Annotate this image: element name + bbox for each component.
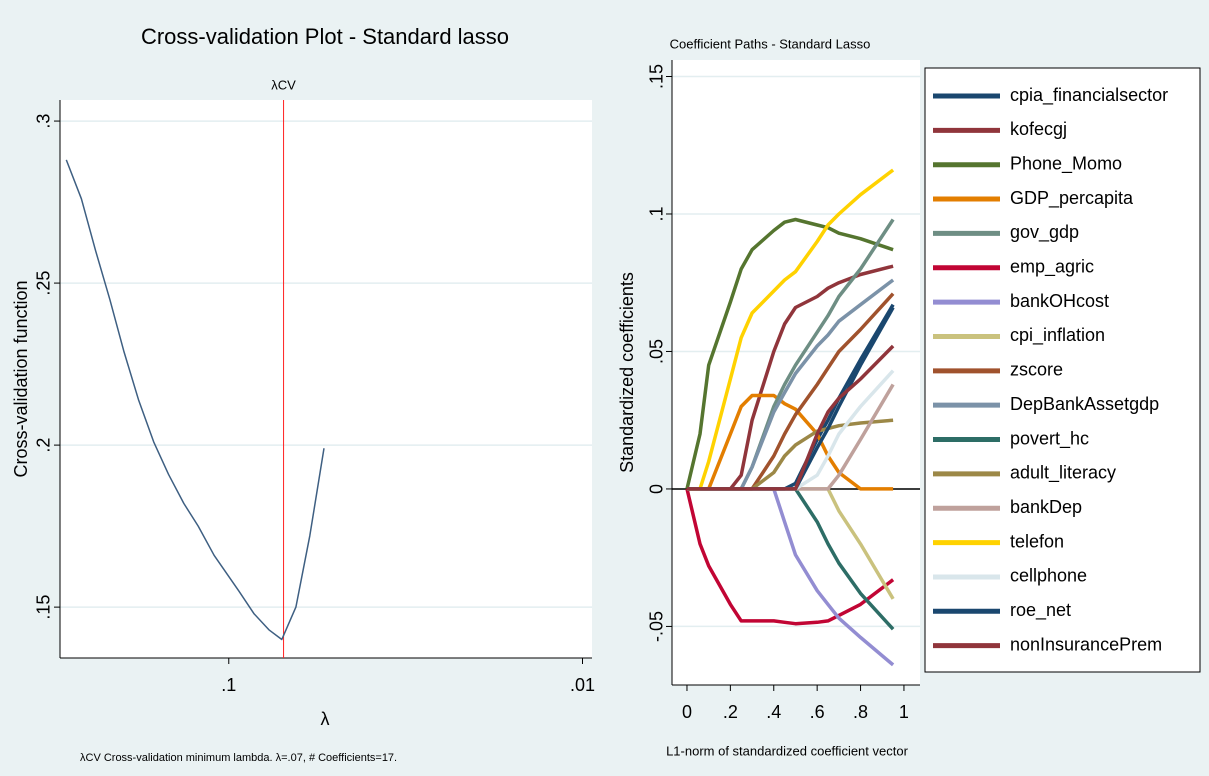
legend-label: bankOHcost <box>1010 291 1109 311</box>
y-tick-label: .25 <box>34 271 54 296</box>
x-tick-label: 0 <box>682 702 692 722</box>
legend-label: DepBankAssetgdp <box>1010 394 1159 414</box>
legend-label: Phone_Momo <box>1010 153 1122 174</box>
x-axis-title: λ <box>321 709 330 729</box>
legend-label: roe_net <box>1010 600 1071 621</box>
legend-label: gov_gdp <box>1010 222 1079 243</box>
line-series <box>685 217 894 490</box>
legend-label: nonInsurancePrem <box>1010 634 1162 654</box>
y-tick-label: 0 <box>647 484 667 494</box>
y-tick-label: .15 <box>34 595 54 620</box>
x-tick-label: .01 <box>570 675 595 695</box>
legend-label: GDP_percapita <box>1010 188 1134 209</box>
x-tick-label: 1 <box>899 702 909 722</box>
legend-label: kofecgj <box>1010 119 1067 139</box>
legend-label: cpia_financialsector <box>1010 85 1168 106</box>
x-tick-label: .1 <box>221 675 236 695</box>
plot-area <box>60 100 592 658</box>
y-tick-label: .1 <box>647 206 667 221</box>
legend-label: zscore <box>1010 360 1063 380</box>
line-series <box>687 168 895 491</box>
legend-label: telefon <box>1010 531 1064 551</box>
legend-label: adult_literacy <box>1010 463 1116 484</box>
x-tick-label: .8 <box>853 702 868 722</box>
y-axis-title: Cross-validation function <box>11 280 31 477</box>
x-tick-label: .6 <box>810 702 825 722</box>
legend-label: povert_hc <box>1010 428 1089 449</box>
y-tick-label: .15 <box>647 64 667 89</box>
chart-title: Cross-validation Plot - Standard lasso <box>141 24 509 49</box>
y-tick-label: .05 <box>647 339 667 364</box>
y-tick-label: -.05 <box>647 611 667 642</box>
line-series <box>687 344 895 491</box>
x-tick-label: .2 <box>723 702 738 722</box>
y-tick-label: .3 <box>34 114 54 129</box>
legend-label: emp_agric <box>1010 257 1094 278</box>
x-axis-title: L1-norm of standardized coefficient vect… <box>666 743 909 758</box>
x-tick-label: .4 <box>766 702 781 722</box>
chart-title: Coefficient Paths - Standard Lasso <box>670 36 871 51</box>
footnote: λCV Cross-validation minimum lambda. λ=.… <box>80 752 397 764</box>
legend-label: bankDep <box>1010 497 1082 517</box>
y-tick-label: .2 <box>34 438 54 453</box>
y-axis-title: Standardized coefficients <box>617 272 637 473</box>
legend-label: cellphone <box>1010 566 1087 586</box>
line-series <box>65 159 325 641</box>
legend-label: cpi_inflation <box>1010 325 1105 346</box>
reference-label: λCV <box>271 77 296 92</box>
